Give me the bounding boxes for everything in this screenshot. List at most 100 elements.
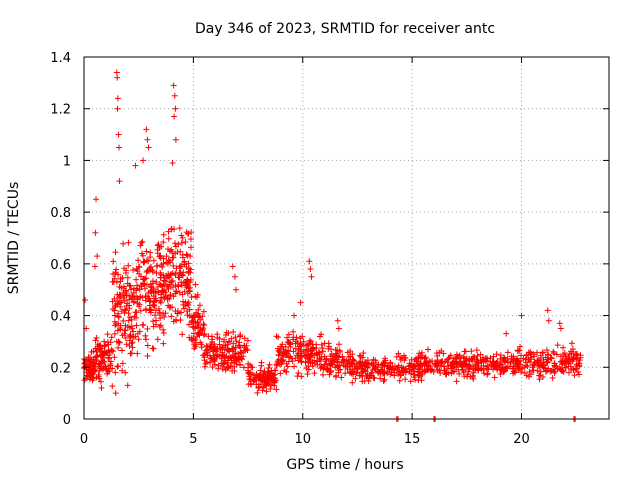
- data-point: [123, 287, 130, 294]
- data-point: [569, 358, 576, 365]
- data-point: [317, 356, 324, 363]
- data-point: [201, 330, 208, 337]
- data-point: [153, 297, 160, 304]
- data-point: [334, 317, 341, 324]
- data-point: [265, 376, 272, 383]
- data-point: [130, 328, 137, 335]
- data-point: [469, 374, 476, 381]
- data-point: [438, 347, 445, 354]
- data-point: [147, 307, 154, 314]
- data-point: [336, 341, 343, 348]
- data-point: [305, 358, 312, 365]
- data-point: [275, 334, 282, 341]
- data-point: [530, 361, 537, 368]
- data-point: [204, 352, 211, 359]
- data-point: [539, 349, 546, 356]
- data-point: [286, 339, 293, 346]
- data-point: [130, 334, 137, 341]
- data-point: [171, 240, 178, 247]
- data-point: [186, 306, 193, 313]
- data-point: [121, 265, 128, 272]
- data-point: [112, 249, 119, 256]
- data-point: [114, 297, 121, 304]
- data-point: [534, 358, 541, 365]
- data-point: [272, 367, 279, 374]
- data-point: [144, 352, 151, 359]
- data-point: [396, 368, 403, 375]
- data-point: [165, 235, 172, 242]
- data-point: [118, 299, 125, 306]
- data-point: [545, 317, 552, 324]
- data-point: [124, 274, 131, 281]
- data-point: [274, 345, 281, 352]
- data-point: [332, 364, 339, 371]
- data-point: [139, 294, 146, 301]
- data-point: [189, 323, 196, 330]
- data-point: [297, 335, 304, 342]
- data-point: [156, 253, 163, 260]
- data-point: [229, 348, 236, 355]
- data-point: [377, 370, 384, 377]
- data-point: [229, 263, 236, 270]
- data-point: [184, 312, 191, 319]
- data-point: [126, 296, 133, 303]
- data-point: [237, 333, 244, 340]
- data-point: [86, 376, 93, 383]
- data-point: [282, 368, 289, 375]
- data-point: [121, 306, 128, 313]
- data-point: [545, 351, 552, 358]
- data-point: [285, 347, 292, 354]
- data-point: [501, 355, 508, 362]
- data-point: [167, 291, 174, 298]
- data-point: [196, 332, 203, 339]
- data-point: [204, 346, 211, 353]
- data-point: [154, 262, 161, 269]
- data-point: [363, 374, 370, 381]
- data-point: [439, 358, 446, 365]
- data-point: [202, 360, 209, 367]
- data-point: [554, 342, 561, 349]
- data-point: [360, 350, 367, 357]
- data-point: [109, 365, 116, 372]
- data-point: [239, 356, 246, 363]
- data-point: [396, 377, 403, 384]
- data-point: [267, 385, 274, 392]
- data-point: [116, 291, 123, 298]
- data-point: [174, 308, 181, 315]
- data-point: [117, 278, 124, 285]
- data-point: [464, 373, 471, 380]
- data-point: [179, 251, 186, 258]
- data-point: [144, 267, 151, 274]
- data-point: [430, 368, 437, 375]
- data-point: [160, 330, 167, 337]
- data-point: [121, 297, 128, 304]
- data-point: [201, 357, 208, 364]
- data-point: [160, 340, 167, 347]
- data-point: [460, 359, 467, 366]
- data-point: [424, 367, 431, 374]
- data-point: [356, 352, 363, 359]
- data-point: [548, 355, 555, 362]
- data-point: [353, 360, 360, 367]
- y-tick-label: 0.2: [50, 361, 71, 376]
- data-point: [348, 370, 355, 377]
- data-point: [285, 331, 292, 338]
- grid-lines: [84, 57, 609, 419]
- data-point: [128, 323, 135, 330]
- data-point: [510, 353, 517, 360]
- data-point: [543, 368, 550, 375]
- data-point: [130, 299, 137, 306]
- data-point: [380, 378, 387, 385]
- data-point: [279, 341, 286, 348]
- data-point: [295, 370, 302, 377]
- data-point: [368, 370, 375, 377]
- data-point: [484, 370, 491, 377]
- data-point: [550, 348, 557, 355]
- data-point: [277, 356, 284, 363]
- data-point: [277, 370, 284, 377]
- data-point: [137, 307, 144, 314]
- data-point: [575, 368, 582, 375]
- data-point: [132, 162, 139, 169]
- data-point: [571, 372, 578, 379]
- data-point: [497, 370, 504, 377]
